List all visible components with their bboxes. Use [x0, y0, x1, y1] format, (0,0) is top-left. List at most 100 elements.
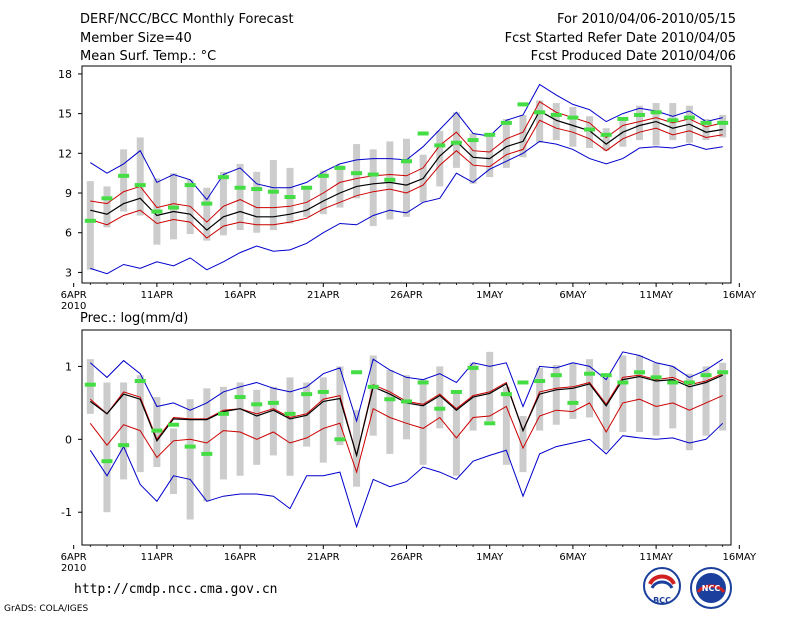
prec-ensemble-marker	[284, 411, 296, 416]
prec-ensemble-marker	[118, 443, 130, 448]
temp-x-tick-label: 6APR	[61, 290, 87, 301]
prec-spread-box	[136, 375, 144, 473]
prec-spread-box	[120, 382, 128, 480]
prec-spread-box	[203, 388, 211, 502]
grads-credit: GrADS: COLA/IGES	[4, 604, 89, 614]
prec-spread-box	[269, 386, 277, 456]
temp-ensemble-marker	[467, 138, 479, 143]
prec-spread-box	[353, 410, 361, 487]
prec-spread-box	[669, 366, 677, 429]
prec-spread-box	[586, 359, 594, 418]
prec-spread-box	[286, 377, 294, 476]
temp-ensemble-marker	[484, 132, 496, 137]
temp-spread-box	[719, 114, 727, 138]
start-date: Fcst Started Refer Date 2010/04/05	[504, 31, 736, 46]
prec-spread-box	[519, 416, 527, 473]
temp-ensemble-marker	[267, 189, 279, 194]
temp-x-tick-label: 21APR	[307, 290, 340, 301]
member-size-label: Member Size=40	[80, 31, 192, 46]
prec-x-tick-label: 21APR	[307, 552, 340, 563]
prec-ensemble-marker	[700, 373, 712, 378]
temp-y-tick-label: 6	[65, 227, 72, 240]
temp-ensemble-marker	[351, 171, 363, 176]
temp-year-label: 2010	[61, 301, 86, 312]
bcc-logo-text: BCC	[653, 596, 671, 605]
temp-series-upper-line	[90, 100, 723, 223]
temp-ensemble-marker	[284, 194, 296, 199]
prec-ensemble-marker	[84, 382, 96, 387]
temp-ensemble-marker	[317, 173, 329, 178]
prec-ensemble-marker	[667, 380, 679, 385]
prec-ensemble-marker	[417, 380, 429, 385]
prec-spread-box	[635, 355, 643, 433]
prec-series-max-line	[89, 351, 723, 423]
prec-y-tick-label: 1	[65, 360, 72, 373]
ncc-logo-text: NCC	[702, 584, 721, 593]
temp-x-tick-label: 11MAY	[639, 290, 673, 301]
prec-ensemble-marker	[617, 380, 629, 385]
prec-spread-box	[602, 377, 610, 451]
prec-ensemble-marker	[234, 395, 246, 400]
prec-variable-label: Prec.: log(mm/d)	[80, 311, 188, 326]
temp-ensemble-marker	[334, 165, 346, 170]
prec-spread-box	[702, 366, 710, 436]
prec-spread-box	[569, 362, 577, 419]
prec-ensemble-marker	[101, 459, 113, 464]
prec-ensemble-marker	[401, 399, 412, 404]
prec-spread-box	[319, 377, 327, 463]
prec-spread-box	[452, 391, 460, 476]
temp-spread-box	[486, 134, 494, 178]
temp-spread-box	[536, 100, 544, 143]
prec-ensemble-marker	[450, 389, 462, 394]
prec-spread-box	[336, 366, 344, 446]
temp-ensemble-marker	[550, 112, 562, 117]
temp-ensemble-marker	[567, 115, 579, 120]
temp-ensemble-marker	[118, 173, 130, 178]
prec-series-lower-line	[89, 395, 723, 474]
temp-ensemble-marker	[201, 201, 213, 206]
prec-ensemble-marker	[484, 421, 496, 426]
temp-x-tick-label: 16APR	[224, 290, 257, 301]
temp-spread-box	[219, 171, 227, 236]
temp-spread-box	[319, 170, 327, 215]
prec-ensemble-marker	[168, 422, 180, 427]
temp-spread-box	[519, 114, 527, 158]
prec-spread-box	[619, 355, 627, 433]
prec-ensemble-marker	[467, 365, 479, 370]
prec-ensemble-marker	[517, 380, 529, 385]
prec-ensemble-marker	[251, 402, 263, 407]
prec-spread-box	[219, 386, 227, 480]
prec-ensemble-marker	[550, 373, 562, 378]
temp-spread-box	[552, 103, 560, 141]
temp-series-min-line	[90, 140, 723, 275]
prec-spread-box	[685, 373, 693, 451]
bcc-logo: BCC	[640, 566, 684, 614]
temp-spread-box	[569, 107, 577, 147]
temp-ensemble-marker	[251, 187, 263, 192]
temp-spread-box	[452, 112, 460, 168]
temp-spread-box	[253, 171, 261, 233]
temp-ensemble-marker	[700, 120, 712, 125]
temp-ensemble-marker	[717, 120, 729, 125]
source-url-link[interactable]: http://cmdp.ncc.cma.gov.cn	[74, 582, 278, 597]
prec-y-tick-label: 0	[65, 433, 72, 446]
temp-series-lower-line	[90, 119, 723, 239]
temp-spread-box	[403, 138, 410, 217]
temp-series-mean-line	[90, 110, 723, 231]
prec-ensemble-marker	[301, 392, 313, 397]
temp-spread-box	[236, 163, 244, 231]
prec-spread-box	[369, 355, 377, 436]
temp-ensemble-marker	[367, 172, 379, 177]
temp-ensemble-marker	[633, 112, 645, 117]
prec-x-tick-label: 11MAY	[639, 552, 673, 563]
prec-ensemble-marker	[584, 371, 596, 376]
temp-spread-box	[136, 137, 144, 216]
prec-ensemble-marker	[567, 400, 579, 405]
temp-spread-box	[86, 181, 94, 270]
prec-ensemble-marker	[683, 380, 695, 385]
temp-ensemble-marker	[401, 159, 412, 164]
ncc-logo: NCC	[688, 566, 734, 616]
temp-ensemble-marker	[417, 131, 429, 136]
temp-x-tick-label: 26APR	[390, 290, 423, 301]
